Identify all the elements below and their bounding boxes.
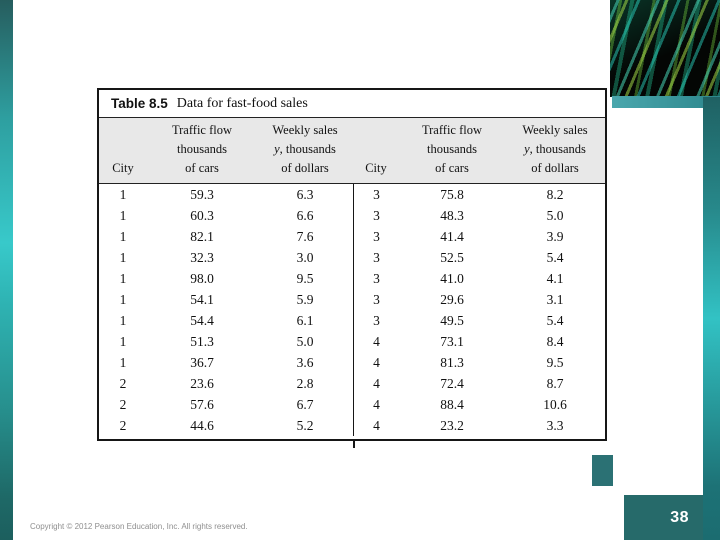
cell-city: 3 (353, 310, 399, 331)
table-caption: Data for fast-food sales (176, 95, 308, 111)
header-traffic-flow-right: Traffic flow thousands of cars (421, 123, 483, 175)
cell-city: 4 (353, 373, 399, 394)
cell-weekly-sales: 6.7 (296, 397, 314, 412)
cell-city: 2 (119, 376, 127, 391)
page-number-badge: 38 (624, 495, 703, 540)
cell-traffic-flow: 81.3 (440, 355, 464, 370)
cell-traffic-flow: 54.4 (190, 313, 214, 328)
cell-traffic-flow: 52.5 (440, 250, 464, 265)
cell-weekly-sales: 6.6 (296, 208, 314, 223)
cell-city: 1 (119, 355, 127, 370)
cell-city: 1 (119, 271, 127, 286)
cell-city: 4 (353, 415, 399, 436)
cell-weekly-sales: 2.8 (296, 376, 314, 391)
cell-city: 3 (353, 247, 399, 268)
cell-city: 1 (119, 187, 127, 202)
cell-weekly-sales: 8.7 (546, 376, 564, 391)
cell-weekly-sales: 8.4 (546, 334, 564, 349)
header-weekly-sales-right: Weekly sales y, thousands of dollars (522, 123, 588, 175)
cell-traffic-flow: 29.6 (440, 292, 464, 307)
cell-city: 1 (119, 292, 127, 307)
cell-traffic-flow: 60.3 (190, 208, 214, 223)
cell-traffic-flow: 23.2 (440, 418, 464, 433)
cell-weekly-sales: 5.4 (546, 313, 564, 328)
cell-city: 3 (353, 184, 399, 205)
cell-traffic-flow: 48.3 (440, 208, 464, 223)
cell-city: 1 (119, 250, 127, 265)
cell-weekly-sales: 3.1 (546, 292, 564, 307)
cell-city: 3 (353, 268, 399, 289)
cell-traffic-flow: 57.6 (190, 397, 214, 412)
cell-city: 4 (353, 352, 399, 373)
cell-weekly-sales: 5.9 (296, 292, 314, 307)
cell-traffic-flow: 73.1 (440, 334, 464, 349)
cell-city: 1 (119, 313, 127, 328)
left-accent-bar (0, 0, 13, 540)
cell-traffic-flow: 41.0 (440, 271, 464, 286)
cell-traffic-flow: 98.0 (190, 271, 214, 286)
cell-traffic-flow: 49.5 (440, 313, 464, 328)
cell-weekly-sales: 3.3 (546, 418, 564, 433)
cell-city: 4 (353, 331, 399, 352)
cell-city: 3 (353, 226, 399, 247)
cell-weekly-sales: 4.1 (546, 271, 564, 286)
cell-weekly-sales: 3.9 (546, 229, 564, 244)
cell-weekly-sales: 3.0 (296, 250, 314, 265)
table-divider-tail (353, 441, 355, 448)
cell-weekly-sales: 8.2 (546, 187, 564, 202)
cell-traffic-flow: 75.8 (440, 187, 464, 202)
cell-traffic-flow: 23.6 (190, 376, 214, 391)
table-title-row: Table 8.5 Data for fast-food sales (99, 90, 605, 118)
right-accent-bar (703, 97, 720, 540)
cell-traffic-flow: 41.4 (440, 229, 464, 244)
header-traffic-flow-left: Traffic flow thousands of cars (171, 123, 233, 175)
page-number: 38 (670, 508, 689, 526)
cell-traffic-flow: 32.3 (190, 250, 214, 265)
cell-weekly-sales: 7.6 (296, 229, 314, 244)
cell-city: 1 (119, 208, 127, 223)
data-table: Table 8.5 Data for fast-food sales City … (97, 88, 607, 441)
cell-traffic-flow: 54.1 (190, 292, 214, 307)
cell-weekly-sales: 3.6 (296, 355, 314, 370)
table-header-row: City Traffic flow thousands of cars Week… (99, 118, 605, 184)
cell-traffic-flow: 59.3 (190, 187, 214, 202)
cell-city: 1 (119, 334, 127, 349)
cell-traffic-flow: 36.7 (190, 355, 214, 370)
table-body: 1 59.3 6.3 3 75.8 8.2 1 60.3 6.6 3 48.3 5.0 1 82.1 7.6… (99, 184, 605, 436)
table-label: Table 8.5 (111, 96, 168, 111)
light-streaks-decorative-image (610, 0, 720, 97)
cell-weekly-sales: 9.5 (296, 271, 314, 286)
cell-traffic-flow: 82.1 (190, 229, 214, 244)
cell-weekly-sales: 5.4 (546, 250, 564, 265)
bottom-right-accent-square (592, 455, 613, 486)
cell-city: 3 (353, 289, 399, 310)
cell-city: 3 (353, 205, 399, 226)
cell-traffic-flow: 72.4 (440, 376, 464, 391)
cell-weekly-sales: 6.3 (296, 187, 314, 202)
cell-traffic-flow: 44.6 (190, 418, 214, 433)
cell-weekly-sales: 5.0 (546, 208, 564, 223)
header-city-right: City (365, 161, 387, 175)
cell-weekly-sales: 6.1 (296, 313, 314, 328)
cell-city: 4 (353, 394, 399, 415)
header-weekly-sales-left: Weekly sales y, thousands of dollars (272, 123, 338, 175)
cell-traffic-flow: 88.4 (440, 397, 464, 412)
cell-city: 2 (119, 418, 127, 433)
cell-weekly-sales: 5.2 (296, 418, 314, 433)
copyright-text: Copyright © 2012 Pearson Education, Inc.… (30, 522, 248, 531)
cell-weekly-sales: 9.5 (546, 355, 564, 370)
cell-weekly-sales: 5.0 (296, 334, 314, 349)
top-right-accent-bar (612, 96, 720, 108)
cell-city: 1 (119, 229, 127, 244)
cell-weekly-sales: 10.6 (543, 397, 567, 412)
cell-city: 2 (119, 397, 127, 412)
cell-traffic-flow: 51.3 (190, 334, 214, 349)
header-city-left: City (112, 161, 134, 175)
